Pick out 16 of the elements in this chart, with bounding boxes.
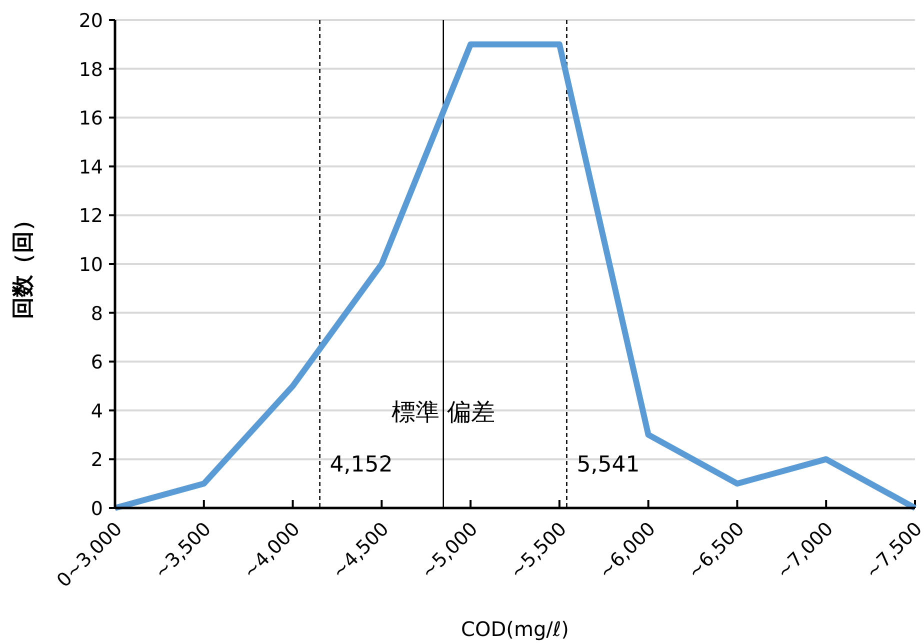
annotation: 標準 偏差 (392, 398, 496, 426)
ref-line-label: 4,152 (330, 452, 393, 478)
y-tick-label: 14 (78, 156, 103, 178)
y-tick-label: 16 (78, 108, 103, 130)
y-tick-label: 18 (78, 58, 103, 81)
ref-line-label: 5,541 (576, 452, 640, 478)
y-tick-label: 6 (90, 352, 103, 374)
y-axis-title: 回数（回） (11, 209, 36, 319)
x-axis-title: COD(mg/ℓ) (461, 617, 569, 641)
y-tick-label: 12 (78, 205, 103, 228)
y-tick-label: 2 (90, 449, 103, 472)
y-tick-label: 10 (78, 254, 103, 276)
y-tick-label: 20 (78, 10, 103, 32)
y-tick-label: 0 (90, 498, 103, 520)
y-tick-label: 4 (90, 400, 103, 422)
y-tick-label: 8 (90, 302, 103, 325)
